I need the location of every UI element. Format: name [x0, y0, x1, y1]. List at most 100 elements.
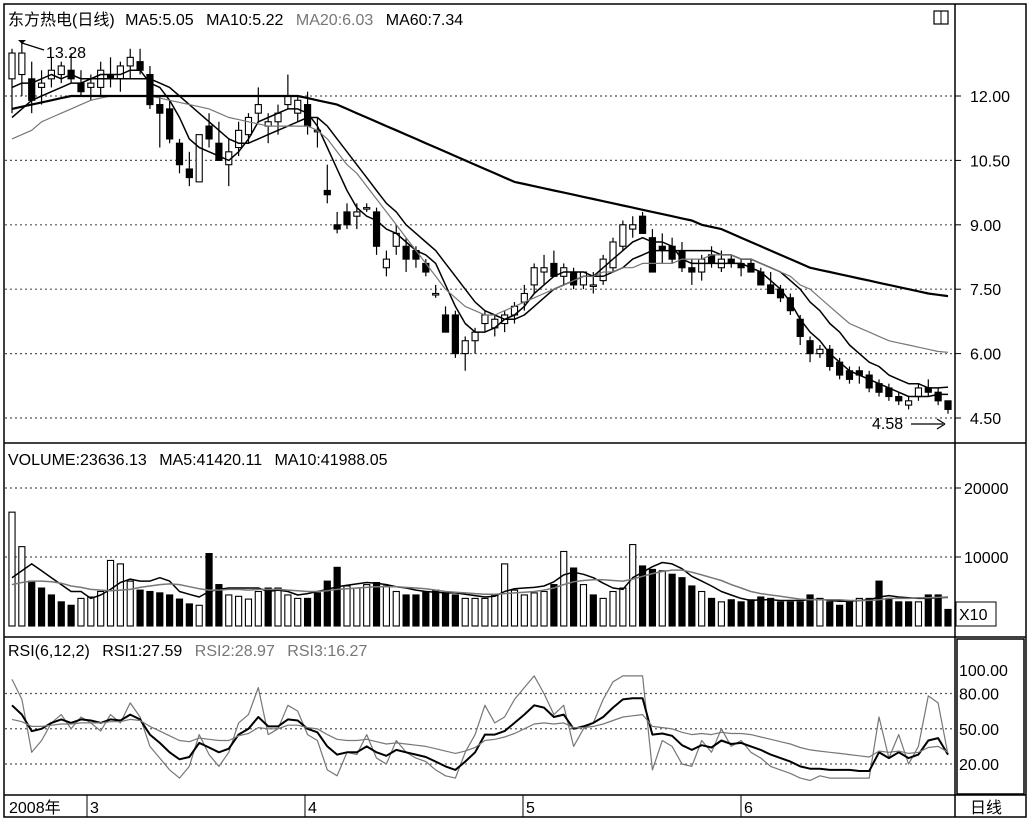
bearish-candle: [402, 245, 410, 260]
rsi-rsi3-line: [11, 713, 949, 758]
bullish-candle: [254, 104, 262, 114]
ma60-label: MA60:7.34: [386, 12, 463, 29]
volume-bar-up: [501, 563, 509, 627]
volume-bar-up: [717, 601, 725, 627]
volume-bar-down: [57, 601, 65, 627]
volume-bar-down: [885, 597, 893, 627]
low-price-annotation: 4.58: [872, 416, 903, 433]
volume-ma5-label: MA5:41420.11: [159, 452, 262, 469]
bullish-candle: [904, 400, 913, 406]
volume-bar-down: [313, 592, 322, 627]
price-tick-label: 4.50: [970, 411, 1001, 428]
volume-bar-down: [865, 597, 873, 627]
period-label[interactable]: 日线: [970, 799, 1002, 817]
rsi-tick-label: 50.00: [959, 722, 999, 739]
volume-ma5-line: [11, 561, 949, 602]
volume-bar-down: [757, 596, 765, 627]
high-price-pointer: [21, 42, 45, 51]
date-axis-month-label: 5: [526, 800, 535, 817]
bearish-candle: [333, 224, 341, 230]
bullish-candle: [698, 258, 706, 273]
bullish-candle: [126, 56, 134, 67]
volume-bar-down: [303, 597, 312, 627]
volume-bar-down: [146, 590, 154, 627]
bearish-candle: [205, 125, 213, 140]
rsi-rsi1-line: [11, 675, 949, 782]
volume-bar-up: [392, 590, 400, 627]
date-axis-month-label: 4: [308, 800, 317, 817]
volume-bar-down: [944, 608, 952, 627]
bearish-candle: [422, 262, 430, 273]
stock-name-label: 东方热电(日线): [8, 11, 115, 29]
rsi3-label: RSI3:16.27: [287, 643, 367, 660]
volume-bar-down: [924, 594, 932, 627]
volume-bar-up: [579, 584, 588, 627]
bearish-candle: [934, 391, 942, 402]
date-axis-year-label: 2008年: [9, 799, 61, 817]
volume-bar-down: [37, 587, 46, 627]
volume-bar-down: [934, 594, 942, 627]
bearish-candle: [648, 237, 657, 273]
bullish-candle: [471, 331, 479, 342]
volume-bar-up: [18, 546, 26, 627]
volume-bar-down: [648, 568, 657, 627]
bullish-candle: [294, 99, 302, 114]
bearish-candle: [944, 400, 952, 410]
bullish-candle: [629, 224, 637, 230]
price-ma60-line: [11, 94, 949, 298]
bearish-candle: [441, 314, 450, 333]
rsi-rsi2-line: [11, 697, 949, 772]
volume-bar-down: [156, 592, 164, 627]
volume-bar-up: [77, 597, 85, 627]
bullish-candle: [57, 65, 65, 76]
rsi-tick-label: 100.00: [959, 663, 1008, 680]
bullish-candle: [353, 211, 361, 217]
volume-bar-up: [530, 592, 538, 627]
ma5-label: MA5:5.05: [125, 12, 194, 29]
volume-bar-up: [363, 584, 371, 627]
volume-bar-down: [826, 601, 834, 627]
volume-bar-up: [116, 563, 124, 627]
high-price-annotation: 13.28: [46, 45, 86, 62]
volume-bar-up: [471, 597, 479, 627]
bullish-candle: [284, 95, 292, 106]
volume-bar-down: [806, 594, 814, 627]
rsi-tick-label: 80.00: [959, 687, 999, 704]
volume-bar-up: [658, 570, 666, 627]
volume-bar-down: [372, 581, 381, 627]
volume-bar-down: [767, 597, 775, 627]
volume-bar-up: [599, 597, 607, 627]
volume-bar-down: [786, 601, 794, 627]
volume-bar-down: [550, 584, 558, 627]
volume-bar-down: [323, 580, 331, 627]
bullish-candle: [235, 129, 243, 149]
volume-panel-header: VOLUME:23636.13 MA5:41420.11 MA10:41988.…: [8, 452, 388, 469]
volume-label: VOLUME:23636.13: [8, 452, 147, 469]
volume-bar-up: [284, 594, 292, 627]
ma10-label: MA10:5.22: [206, 12, 283, 29]
date-axis-month-label: 3: [90, 800, 99, 817]
volume-bar-down: [432, 589, 440, 627]
volume-bar-up: [540, 590, 548, 627]
bullish-candle: [540, 267, 548, 273]
bearish-candle: [638, 215, 647, 234]
rsi-panel-header: RSI(6,12,2) RSI1:27.59 RSI2:28.97 RSI3:1…: [8, 643, 367, 660]
bullish-candle: [579, 271, 588, 286]
volume-bar-down: [747, 599, 755, 627]
bearish-candle: [550, 262, 558, 277]
rsi-tick-label: 20.00: [959, 757, 999, 774]
bullish-candle: [530, 267, 538, 286]
bearish-candle: [776, 288, 785, 299]
volume-bar-down: [727, 599, 735, 627]
volume-bar-up: [491, 594, 499, 627]
volume-bar-up: [382, 585, 391, 627]
bullish-candle: [382, 258, 391, 269]
volume-bar-up: [87, 596, 95, 627]
volume-bar-down: [47, 594, 56, 627]
volume-bar-down: [845, 601, 854, 627]
high-price-arrowhead: [18, 40, 26, 44]
volume-bar-up: [343, 585, 351, 627]
volume-bar-up: [510, 589, 519, 627]
